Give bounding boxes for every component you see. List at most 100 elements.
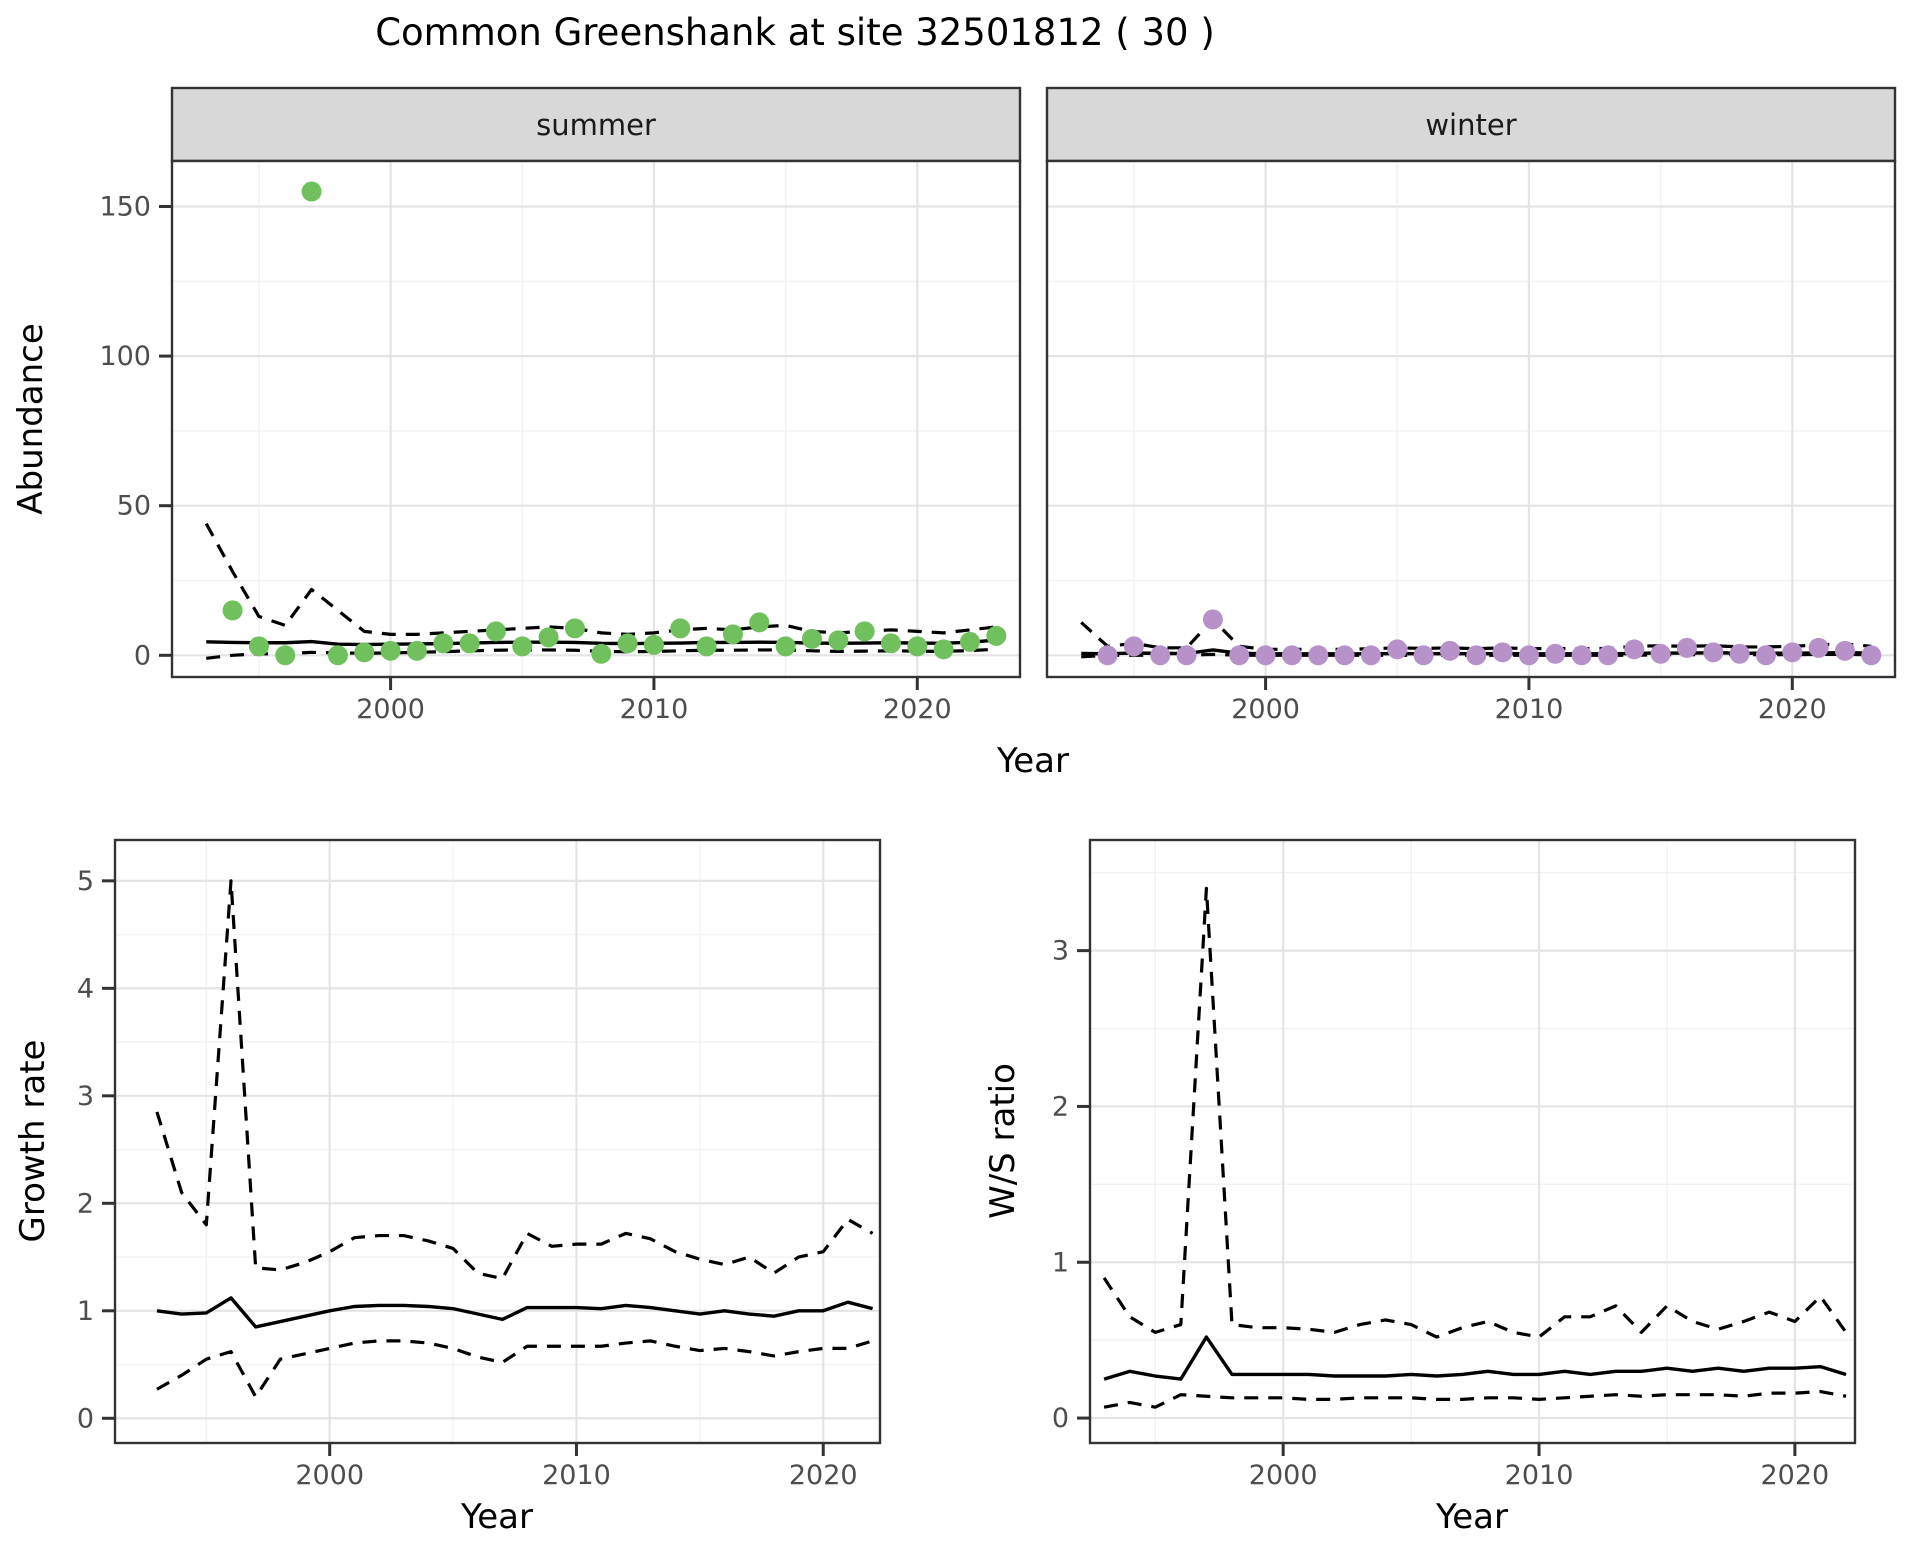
data-point <box>1861 645 1882 666</box>
data-point <box>1097 645 1118 666</box>
y-tick-label: 100 <box>99 341 151 372</box>
y-tick-label: 3 <box>77 1081 94 1112</box>
y-tick-label: 50 <box>117 491 151 522</box>
y-tick-label: 3 <box>1052 936 1069 967</box>
data-point <box>591 643 612 664</box>
data-point <box>433 633 454 654</box>
y-tick-label: 1 <box>1052 1247 1069 1278</box>
data-point <box>670 618 691 639</box>
data-point <box>327 645 348 666</box>
y-axis-title-abundance: Abundance <box>11 323 51 515</box>
panel-background-abundance-summer <box>172 161 1020 677</box>
data-layer-growth-rate <box>155 879 874 1399</box>
y-tick-label: 150 <box>99 191 151 222</box>
data-point <box>959 631 980 652</box>
panel-abundance-winter: 2000 2010 2020 <box>1045 159 1897 725</box>
data-point <box>222 600 243 621</box>
data-point <box>1123 636 1144 657</box>
strip-label-summer: summer <box>536 108 656 142</box>
x-tick-label: 2020 <box>883 694 952 725</box>
panel-border-ws-ratio <box>1088 838 1857 1445</box>
y-tick-label: 0 <box>134 640 151 671</box>
data-point <box>564 618 585 639</box>
data-point <box>617 633 638 654</box>
x-tick-label: 2010 <box>542 1460 611 1491</box>
y-tick-label: 2 <box>77 1188 94 1219</box>
strip-winter <box>1045 86 1897 163</box>
data-point <box>1782 642 1803 663</box>
data-point <box>1571 645 1592 666</box>
data-point <box>380 640 401 661</box>
data-point <box>1413 645 1434 666</box>
data-point <box>854 621 875 642</box>
data-point <box>801 628 822 649</box>
x-tick-label: 2010 <box>1505 1460 1574 1491</box>
panel-growth-rate: 2000 2010 2020 0 1 2 3 4 5 <box>77 838 882 1491</box>
points-abundance-summer <box>222 181 1007 666</box>
data-point <box>722 624 743 645</box>
data-point <box>275 645 296 666</box>
data-point <box>1729 643 1750 664</box>
y-tick-label: 0 <box>1052 1403 1069 1434</box>
y-tick-label: 2 <box>1052 1091 1069 1122</box>
data-point <box>1308 645 1329 666</box>
panel-background-growth-rate <box>115 840 880 1443</box>
x-axis-title-ws-ratio: Year <box>1435 1497 1508 1537</box>
data-point <box>248 636 269 657</box>
y-axis-title-growth-rate: Growth rate <box>13 1040 53 1243</box>
y-tick-label: 1 <box>77 1296 94 1327</box>
data-point <box>1281 645 1302 666</box>
data-point <box>1545 643 1566 664</box>
x-tick-label: 2000 <box>1231 694 1300 725</box>
median-line <box>206 638 997 647</box>
y-tick-label: 4 <box>77 973 94 1004</box>
data-point <box>1255 645 1276 666</box>
x-tick-label: 2020 <box>1758 694 1827 725</box>
data-layer-abundance-winter <box>1080 609 1882 666</box>
data-point <box>907 636 928 657</box>
data-point <box>1150 645 1171 666</box>
data-point <box>696 636 717 657</box>
panel-border-growth-rate <box>113 838 882 1445</box>
data-point <box>1466 645 1487 666</box>
points-abundance-winter <box>1097 609 1882 666</box>
data-point <box>301 181 322 202</box>
data-point <box>828 630 849 651</box>
x-tick-label: 2000 <box>356 694 425 725</box>
strip-summer <box>170 86 1022 163</box>
y-tick-label: 0 <box>77 1403 94 1434</box>
x-axis-title-growth-rate: Year <box>460 1497 533 1537</box>
panel-border-abundance-winter <box>1045 159 1897 679</box>
data-point <box>354 642 375 663</box>
data-point <box>406 640 427 661</box>
data-point <box>1703 642 1724 663</box>
data-point <box>512 636 533 657</box>
data-point <box>1439 640 1460 661</box>
data-point <box>538 627 559 648</box>
data-point <box>1202 609 1223 630</box>
data-point <box>1755 645 1776 666</box>
data-point <box>880 633 901 654</box>
panel-abundance-summer: 2000 2010 2020 0 50 100 150 <box>99 159 1022 725</box>
data-point <box>459 633 480 654</box>
data-point <box>643 634 664 655</box>
x-tick-label: 2020 <box>1761 1460 1830 1491</box>
median-line <box>1103 1335 1847 1381</box>
lower-ci-line <box>156 1339 874 1399</box>
data-point <box>485 621 506 642</box>
x-axis-title-top: Year <box>996 741 1069 781</box>
panel-ws-ratio: 2000 2010 2020 0 1 2 3 <box>1052 838 1857 1491</box>
data-point <box>1808 637 1829 658</box>
x-tick-label: 2000 <box>295 1460 364 1491</box>
strip-label-winter: winter <box>1425 108 1516 142</box>
data-point <box>1492 642 1513 663</box>
data-point <box>1518 645 1539 666</box>
facet-strips: summer winter <box>170 86 1897 163</box>
data-point <box>1676 637 1697 658</box>
data-point <box>749 612 770 633</box>
data-point <box>986 625 1007 646</box>
y-axis-title-ws-ratio: W/S ratio <box>983 1063 1023 1219</box>
y-tick-label: 5 <box>77 866 94 897</box>
page-title: Common Greenshank at site 32501812 ( 30 … <box>375 11 1215 54</box>
